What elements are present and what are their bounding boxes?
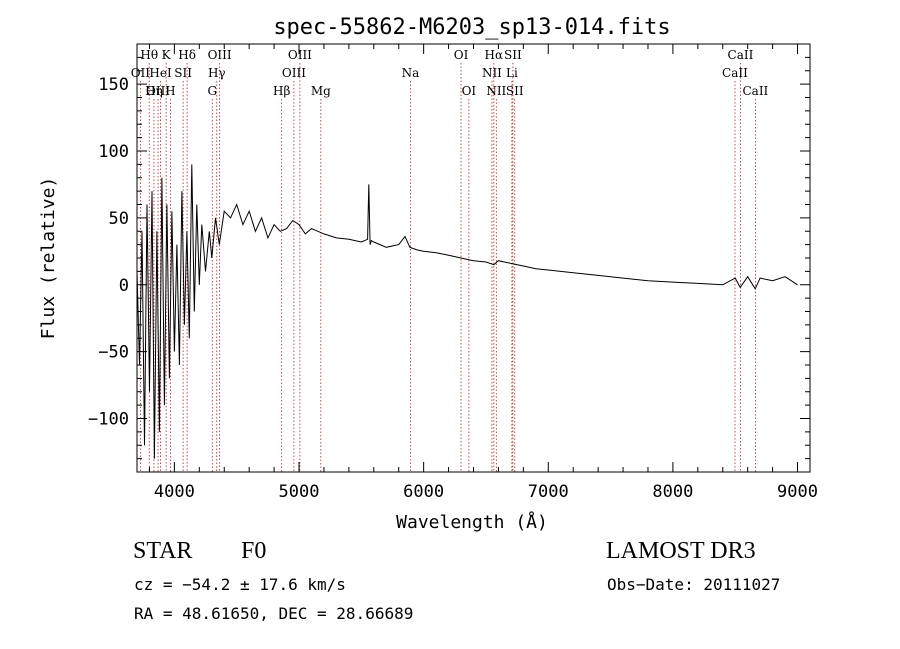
y-tick-label: 0 — [119, 276, 129, 296]
line-markers: Hθ OII OIII HeI Hη K H SII Hδ OIII Hγ G Hβ OIII OIII Mg… — [131, 48, 769, 472]
line-marker-label: OI — [462, 84, 477, 98]
line-marker-label: G — [207, 84, 217, 98]
x-tick-label: 8000 — [652, 482, 693, 502]
survey-name: LAMOST DR3 — [606, 538, 756, 564]
line-marker-label: SII — [504, 48, 522, 62]
y-tick-label: 100 — [98, 142, 129, 162]
y-axis: −100 −50 0 50 100 150 — [88, 56, 810, 460]
line-marker-label: OII — [131, 66, 151, 80]
line-marker-label: NII — [486, 84, 506, 98]
line-marker-label: SII — [506, 84, 524, 98]
line-marker-label: Mg — [311, 84, 331, 98]
line-marker-label: OIII — [146, 84, 170, 98]
line-marker-label: Hη — [145, 84, 163, 98]
x-tick-label: 5000 — [279, 482, 320, 502]
line-marker-label: CaII — [728, 48, 754, 62]
x-tick-label: 7000 — [528, 482, 569, 502]
subclass: F0 — [241, 538, 267, 564]
line-marker-label: SII — [174, 66, 192, 80]
y-axis-label: Flux (relative) — [38, 177, 59, 340]
line-marker-label: Hδ — [178, 48, 196, 62]
line-marker-label: CaII — [722, 66, 748, 80]
spectrum-line — [137, 164, 798, 459]
obs-date: Obs−Date: 20111027 — [607, 575, 781, 594]
line-marker-label: OIII — [288, 48, 312, 62]
line-marker-label: K — [162, 48, 172, 62]
x-axis-label: Wavelength (Å) — [396, 511, 548, 533]
y-tick-label: −100 — [88, 410, 129, 430]
x-axis: 4000 5000 6000 7000 8000 9000 — [148, 44, 818, 502]
y-tick-label: 50 — [109, 209, 129, 229]
coordinates: RA = 48.61650, DEC = 28.66689 — [134, 604, 414, 623]
x-tick-label: 9000 — [777, 482, 818, 502]
y-tick-label: 150 — [98, 75, 129, 95]
y-tick-label: −50 — [98, 343, 129, 363]
line-marker-label: Hθ — [140, 48, 158, 62]
line-marker-label: OIII — [282, 66, 306, 80]
x-tick-label: 6000 — [403, 482, 444, 502]
chart-title: spec-55862-M6203_sp13-014.fits — [273, 15, 670, 40]
line-marker-label: NII — [482, 66, 502, 80]
line-marker-label: OI — [454, 48, 469, 62]
line-marker-label: Hα — [485, 48, 504, 62]
line-marker-label: CaII — [742, 84, 768, 98]
line-marker-label: Na — [402, 66, 420, 80]
redshift: cz = −54.2 ± 17.6 km/s — [134, 575, 346, 594]
line-marker-label: OIII — [208, 48, 232, 62]
line-marker-label: HeI — [149, 66, 172, 80]
object-class: STAR — [133, 538, 193, 564]
line-marker-label: Li — [506, 66, 518, 80]
plot-frame — [136, 43, 811, 473]
line-marker-label: H — [165, 84, 175, 98]
line-marker-label: Hγ — [208, 66, 226, 80]
x-tick-label: 4000 — [154, 482, 195, 502]
line-marker-label: Hβ — [273, 84, 290, 98]
